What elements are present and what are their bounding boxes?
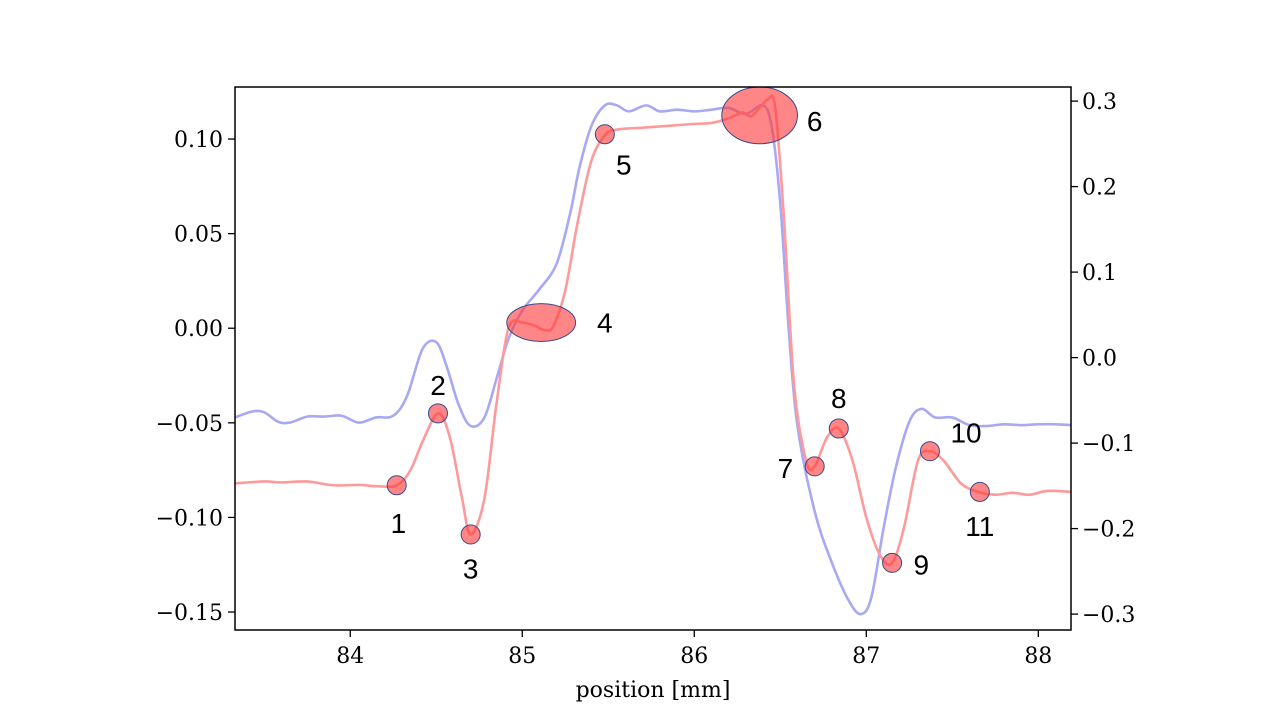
y-left-tick-label: 0.10: [174, 128, 223, 153]
y-right-tick-label: 0.1: [1082, 261, 1117, 286]
highlight-label-8: 8: [831, 383, 847, 414]
highlight-marker-9: [882, 552, 903, 573]
series-layer: [234, 94, 1072, 616]
y-left-tick-label: −0.15: [156, 601, 223, 626]
series-line-blue: [234, 102, 1072, 616]
y-right-tick-label: 0.2: [1082, 176, 1117, 201]
y-right-tick-label: −0.1: [1082, 432, 1135, 457]
highlight-label-5: 5: [616, 150, 632, 181]
y-right-tick-label: −0.2: [1082, 518, 1135, 543]
highlight-marker-3: [460, 524, 481, 545]
highlight-marker-11: [969, 481, 990, 502]
highlight-marker-8: [828, 418, 849, 439]
highlight-marker-10: [919, 441, 940, 462]
y-left-tick-label: 0.00: [174, 317, 223, 342]
y-right-tick-label: −0.3: [1082, 603, 1135, 628]
highlight-marker-5: [594, 124, 615, 145]
x-axis: 84 85 86 87 88: [336, 630, 1052, 669]
series-line-red: [234, 94, 1072, 566]
highlight-marker-7: [804, 456, 825, 477]
y-left-axis: −0.15 −0.10 −0.05 0.00 0.05 0.10: [156, 128, 235, 626]
x-tick-label: 88: [1024, 644, 1052, 669]
highlight-label-10: 10: [950, 417, 981, 448]
highlight-label-3: 3: [463, 554, 479, 585]
highlight-label-7: 7: [778, 453, 794, 484]
y-left-tick-label: −0.05: [156, 412, 223, 437]
highlight-marker-2: [427, 403, 448, 424]
highlight-label-4: 4: [597, 308, 613, 339]
highlight-marker-1: [386, 475, 407, 496]
highlight-label-11: 11: [965, 511, 994, 542]
y-right-axis: −0.3 −0.2 −0.1 0.0 0.1 0.2 0.3: [1071, 90, 1135, 628]
highlight-layer: 1 2 3 4 5 6 7 8 9 10 11: [386, 86, 994, 585]
highlight-label-2: 2: [430, 370, 446, 401]
x-axis-label: position [mm]: [576, 678, 731, 703]
x-tick-label: 87: [852, 644, 880, 669]
highlight-marker-6: [721, 86, 798, 145]
x-tick-label: 86: [680, 644, 708, 669]
highlight-label-9: 9: [914, 550, 930, 581]
x-tick-label: 85: [508, 644, 536, 669]
y-left-tick-label: 0.05: [174, 223, 223, 248]
plot-frame: [234, 86, 1072, 631]
y-right-tick-label: 0.0: [1082, 347, 1117, 372]
highlight-marker-4: [506, 303, 577, 342]
x-tick-label: 84: [336, 644, 364, 669]
highlight-label-6: 6: [807, 106, 823, 137]
highlight-label-1: 1: [391, 508, 407, 539]
y-left-tick-label: −0.10: [156, 506, 223, 531]
y-right-tick-label: 0.3: [1082, 90, 1117, 115]
